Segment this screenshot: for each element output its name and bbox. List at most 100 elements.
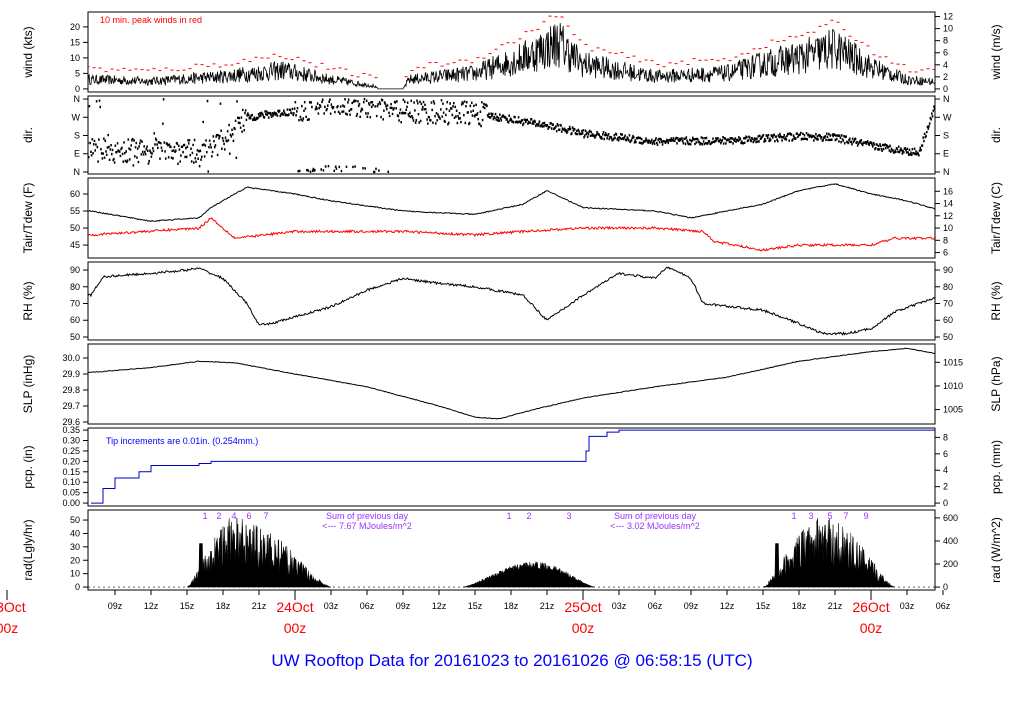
y-tick-label-right: N <box>943 94 950 104</box>
y-tick-label: 10 <box>70 53 80 63</box>
x-tick-label: 15z <box>468 601 483 611</box>
y-tick-label: 15 <box>70 37 80 47</box>
y-tick-label-right: 2 <box>943 72 948 82</box>
panel-frame <box>87 427 936 507</box>
y-tick-label-right: W <box>943 112 952 122</box>
y-tick-label: 29.7 <box>62 401 80 411</box>
hour-count-label: 4 <box>231 511 236 521</box>
y-tick-label-right: 8 <box>943 432 948 442</box>
x-tick-label: 09z <box>684 601 699 611</box>
y-tick-label-right: 10 <box>943 223 953 233</box>
y-tick-label-right: 14 <box>943 199 953 209</box>
panel-frame <box>87 177 936 259</box>
y-tick-label-right: 200 <box>943 559 958 569</box>
y-tick-label: 0.10 <box>62 477 80 487</box>
y-tick-label-right: 12 <box>943 211 953 221</box>
y-tick-label: 30.0 <box>62 353 80 363</box>
x-tick-label: 21z <box>828 601 843 611</box>
x-tick-label: 18z <box>504 601 519 611</box>
y-tick-label: 0 <box>75 582 80 592</box>
x-tick-label: 21z <box>252 601 267 611</box>
panel-4: 29.6 29.7 29.8 29.9 30.0 1005 1010 1015 SLP (inH… <box>21 343 1003 427</box>
y-tick-label-right: 70 <box>943 299 953 309</box>
y-tick-label-right: 6 <box>943 48 948 58</box>
y-tick-label: 60 <box>70 315 80 325</box>
panel-data <box>88 266 935 336</box>
panel-6: 0 10 20 30 40 50 0 200 400 600 rad(Lgly/hr) rad (W/… <box>21 509 1003 592</box>
daily-sum-value: <--- 3.02 MJoules/m^2 <box>610 521 700 531</box>
y-tick-label: 50 <box>70 223 80 233</box>
y-tick-label: 20 <box>70 555 80 565</box>
x-tick-label: 15z <box>756 601 771 611</box>
y-tick-label-right: 1010 <box>943 381 963 391</box>
rh-line <box>88 266 935 336</box>
panel-3: 50 60 70 80 90 50 60 70 80 90 RH (%) RH (%) <box>21 261 1003 342</box>
y-tick-label: 70 <box>70 299 80 309</box>
slp-line <box>88 347 935 420</box>
y-axis-label: Tair/Tdew (F) <box>21 183 35 254</box>
y-tick-label: 0.25 <box>62 446 80 456</box>
chart-title: UW Rooftop Data for 20161023 to 20161026… <box>271 651 752 670</box>
panel-0: 0 5 10 15 20 0 2 4 6 8 10 12 wind (kts) wind (m/s) 10 … <box>21 11 1003 94</box>
y-tick-label: 40 <box>70 528 80 538</box>
panel-note: Tip increments are 0.01in. (0.254mm.) <box>106 436 258 446</box>
x-tick-label: 18z <box>216 601 231 611</box>
y-tick-label-right: 90 <box>943 265 953 275</box>
y-tick-label-right: 8 <box>943 235 948 245</box>
x-tick-label: 09z <box>108 601 123 611</box>
y-tick-label: 50 <box>70 515 80 525</box>
panel-frame <box>87 343 936 425</box>
y-tick-label: 0.30 <box>62 436 80 446</box>
x-tick-label: 12z <box>144 601 159 611</box>
y-tick-label: E <box>74 149 80 159</box>
hour-count-label: 2 <box>526 511 531 521</box>
y-tick-label-right: 1005 <box>943 405 963 415</box>
x-tick-label: 03z <box>612 601 627 611</box>
y-tick-label: 0.00 <box>62 498 80 508</box>
y-tick-label: 55 <box>70 206 80 216</box>
y-tick-label-right: 8 <box>943 36 948 46</box>
panel-data <box>88 347 935 420</box>
y-tick-label-right: 12 <box>943 12 953 22</box>
y-tick-label: 29.8 <box>62 385 80 395</box>
y-tick-label-right: 1015 <box>943 357 963 367</box>
y-axis-label-right: SLP (hPa) <box>989 356 1003 411</box>
y-axis-label: dir. <box>21 127 35 143</box>
panel-data <box>88 97 935 174</box>
y-tick-label: 0.05 <box>62 488 80 498</box>
y-tick-label: 50 <box>70 332 80 342</box>
time-axis: 09z 12z 15z 18z 21z 03z 06z 09z 12z 15z 18z 21z 03z 0… <box>0 589 951 636</box>
y-tick-label-right: N <box>943 167 950 177</box>
panel-data <box>91 429 935 504</box>
day-hour-label: 00z <box>860 620 883 636</box>
y-tick-label-right: 10 <box>943 24 953 34</box>
x-tick-label: 06z <box>360 601 375 611</box>
y-tick-label-right: 50 <box>943 332 953 342</box>
x-tick-label: 21z <box>540 601 555 611</box>
y-axis-label-right: RH (%) <box>989 281 1003 320</box>
panel-5: 0.000.050.100.150.200.250.300.35 0 2 4 6 8 pcp… <box>21 425 1003 508</box>
tair-line <box>88 183 935 223</box>
x-tick-label: 06z <box>936 601 951 611</box>
hour-count-label: 9 <box>863 511 868 521</box>
y-tick-label-right: E <box>943 149 949 159</box>
day-hour-label: 00z <box>284 620 307 636</box>
y-tick-label: 45 <box>70 240 80 250</box>
y-axis-label: wind (kts) <box>21 26 35 78</box>
panel-data <box>88 15 935 90</box>
hour-count-label: 1 <box>791 511 796 521</box>
y-tick-label: 29.9 <box>62 369 80 379</box>
y-axis-label-right: Tair/Tdew (C) <box>989 182 1003 254</box>
hour-count-label: 6 <box>246 511 251 521</box>
y-tick-label: W <box>72 112 81 122</box>
day-label: 23Oct <box>0 599 26 615</box>
radiation-day-2 <box>462 561 596 588</box>
y-tick-label-right: 80 <box>943 282 953 292</box>
y-tick-label: 0.20 <box>62 456 80 466</box>
y-tick-label: 20 <box>70 22 80 32</box>
y-tick-label: 5 <box>75 68 80 78</box>
y-tick-label: 30 <box>70 542 80 552</box>
panel-2: 45 50 55 60 6 8 10 12 14 16 Tair/Tdew (F) Tair/Tdew… <box>21 177 1003 259</box>
hour-count-label: 3 <box>808 511 813 521</box>
day-label: 24Oct <box>276 599 313 615</box>
